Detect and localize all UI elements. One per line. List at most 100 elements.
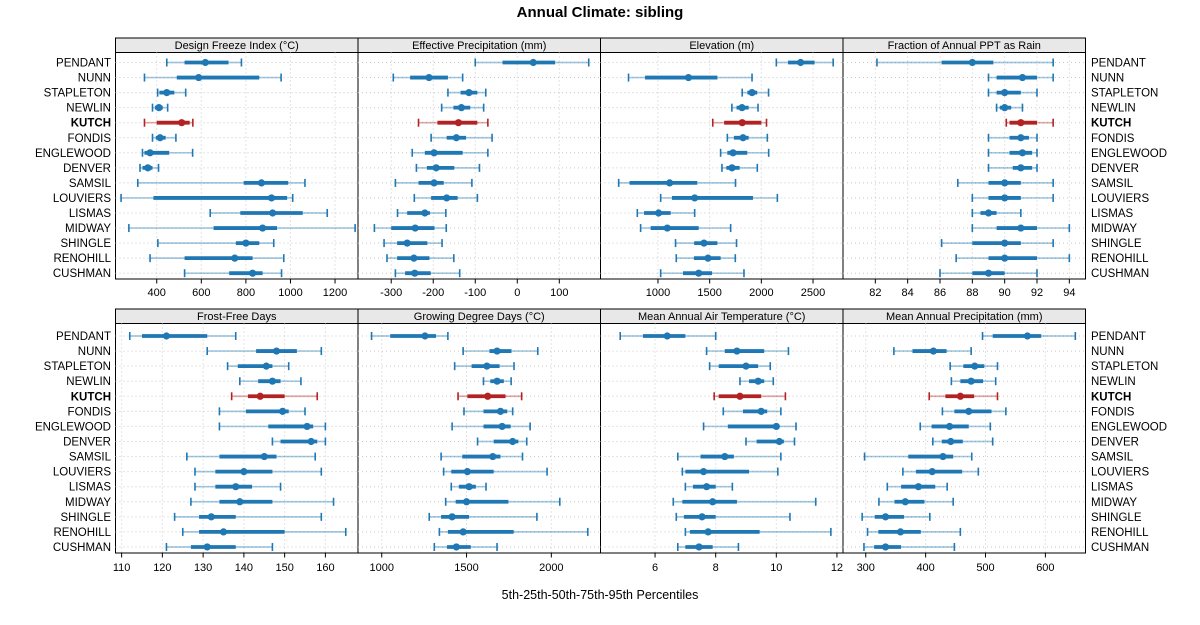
- chart-title: Annual Climate: sibling: [516, 4, 684, 21]
- site-label-left: DENVER: [63, 436, 111, 448]
- x-tick-label: 1200: [323, 287, 347, 299]
- site-label-right: LISMAS: [1091, 482, 1134, 494]
- site-label-left: RENOHILL: [53, 527, 111, 539]
- site-label-right: NUNN: [1091, 346, 1124, 358]
- median-dot: [901, 498, 909, 506]
- panel-title: Frost-Free Days: [197, 311, 277, 323]
- site-label-right: CUSHMAN: [1091, 268, 1149, 280]
- series-louviers: [659, 193, 779, 202]
- series-shingle: [861, 512, 931, 521]
- median-dot: [757, 407, 765, 415]
- panel: Frost-Free Days 110 120 130 140 150 160: [113, 308, 359, 574]
- median-dot: [509, 437, 517, 446]
- series-stapleton: [708, 362, 772, 371]
- x-tick-label: 0: [514, 287, 520, 299]
- median-dot: [971, 362, 979, 370]
- x-tick-label: 800: [237, 287, 255, 299]
- x-tick-label: 2500: [801, 287, 825, 299]
- median-dot: [738, 104, 746, 112]
- median-dot: [256, 392, 264, 400]
- series-renohill: [675, 254, 737, 263]
- x-tick-label: 150: [275, 562, 293, 574]
- median-dot: [695, 543, 703, 551]
- series-cushman: [433, 542, 498, 551]
- series-samsil: [956, 178, 1054, 187]
- site-label-right: STAPLETON: [1091, 88, 1158, 100]
- x-tick-label: 160: [316, 562, 334, 574]
- series-pendant: [876, 58, 1054, 67]
- series-englewood: [919, 422, 992, 431]
- site-label-right: MIDWAY: [1091, 223, 1137, 235]
- median-dot: [411, 224, 419, 232]
- median-dot: [738, 119, 746, 127]
- panel-border: [842, 52, 1086, 280]
- series-stapleton: [741, 88, 770, 97]
- site-label-right: SAMSIL: [1091, 178, 1134, 190]
- series-samsil: [136, 178, 306, 187]
- series-stapleton: [453, 362, 515, 371]
- series-kutch: [417, 118, 489, 127]
- x-tick-label: 600: [1036, 562, 1054, 574]
- series-denver: [721, 163, 759, 172]
- median-dot: [929, 347, 938, 355]
- panel-border: [115, 323, 359, 554]
- site-label-right: PENDANT: [1091, 331, 1146, 343]
- series-kutch: [928, 392, 999, 401]
- median-dot: [268, 377, 277, 385]
- median-dot: [1017, 134, 1025, 142]
- site-label-right: NEWLIN: [1091, 103, 1136, 115]
- x-tick-label: 8: [713, 562, 719, 574]
- median-dot: [742, 362, 750, 370]
- panel-title: Mean Annual Precipitation (mm): [886, 311, 1043, 323]
- median-dot: [1017, 119, 1025, 127]
- median-dot: [691, 194, 699, 202]
- series-midway: [971, 224, 1071, 233]
- x-tick-label: 300: [857, 562, 875, 574]
- series-denver: [476, 437, 528, 446]
- series-denver: [932, 437, 994, 446]
- series-fondis: [726, 133, 769, 142]
- median-dot: [178, 119, 186, 127]
- series-englewood: [218, 422, 327, 431]
- series-cushman: [659, 269, 745, 278]
- median-dot: [448, 513, 456, 521]
- series-midway: [444, 497, 561, 506]
- median-dot: [269, 209, 277, 217]
- median-dot: [195, 73, 203, 82]
- series-louviers: [194, 467, 323, 476]
- series-cushman: [863, 542, 956, 551]
- median-dot: [956, 392, 964, 400]
- median-dot: [163, 89, 171, 97]
- series-pendant: [619, 332, 717, 340]
- series-midway: [672, 497, 817, 506]
- panel-title: Design Freeze Index (°C): [175, 40, 299, 52]
- series-shingle: [173, 512, 323, 521]
- median-dot: [260, 452, 268, 461]
- median-dot: [303, 422, 311, 431]
- site-label-right: RENOHILL: [1091, 527, 1149, 539]
- x-tick-label: 90: [999, 287, 1011, 299]
- x-tick-label: 400: [916, 562, 934, 574]
- series-newlin: [731, 103, 759, 112]
- panel: Effective Precipitation (mm) -300 -200 -100…: [357, 37, 601, 299]
- median-dot: [489, 452, 497, 461]
- median-dot: [425, 73, 433, 82]
- series-kutch: [713, 392, 787, 401]
- series-shingle: [674, 239, 738, 248]
- panel-title: Fraction of Annual PPT as Rain: [888, 40, 1041, 52]
- series-shingle: [940, 239, 1054, 248]
- series-fondis: [463, 407, 514, 416]
- median-dot: [709, 498, 717, 506]
- site-label-right: STAPLETON: [1091, 361, 1158, 373]
- series-midway: [190, 497, 335, 506]
- median-dot: [1018, 149, 1027, 157]
- series-pendant: [981, 332, 1077, 340]
- median-dot: [881, 543, 890, 551]
- site-label-right: SHINGLE: [1091, 238, 1142, 250]
- median-dot: [248, 269, 257, 277]
- median-dot: [465, 483, 473, 491]
- x-tick-label: 2000: [749, 287, 773, 299]
- median-dot: [702, 483, 711, 491]
- median-dot: [267, 194, 276, 202]
